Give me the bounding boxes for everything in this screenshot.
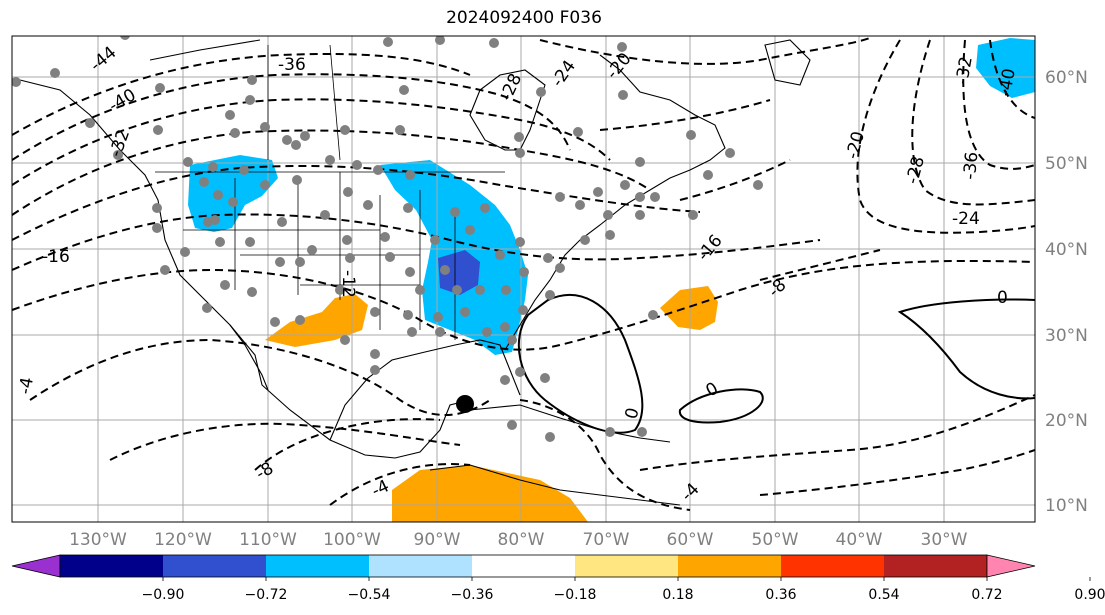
lat-labels: 60°N 50°N 40°N 30°N 20°N 10°N xyxy=(1045,68,1088,516)
lon-labels: 130°W 120°W 110°W 100°W 90°W 80°W 70°W 6… xyxy=(69,530,968,550)
map-frame xyxy=(11,35,1036,523)
svg-text:120°W: 120°W xyxy=(154,530,212,550)
colorbar-tick-label: 0.72 xyxy=(971,587,1002,603)
colorbar-segment xyxy=(575,555,678,577)
svg-text:40°N: 40°N xyxy=(1045,240,1088,260)
svg-text:10°N: 10°N xyxy=(1045,496,1088,516)
svg-text:-32: -32 xyxy=(106,127,134,160)
obs-stations xyxy=(12,36,763,442)
svg-text:-12: -12 xyxy=(338,270,358,298)
svg-text:-24: -24 xyxy=(952,209,980,229)
svg-text:130°W: 130°W xyxy=(69,530,127,550)
svg-text:80°W: 80°W xyxy=(498,530,545,550)
svg-text:110°W: 110°W xyxy=(239,530,297,550)
svg-text:20°N: 20°N xyxy=(1045,411,1088,431)
svg-text:60°W: 60°W xyxy=(667,530,714,550)
colorbar-extend-low xyxy=(11,554,61,578)
colorbar-segment xyxy=(678,555,781,577)
svg-text:-24: -24 xyxy=(548,57,580,91)
svg-text:-36: -36 xyxy=(278,55,306,75)
colorbar-tick-label: 0.36 xyxy=(765,587,796,603)
colorbar-tick-labels: −0.90 −0.72 −0.54 −0.36 −0.18 0.18 0.36 0.54 0.7… xyxy=(142,587,1105,603)
coastlines xyxy=(19,39,811,506)
svg-text:-4: -4 xyxy=(15,376,38,396)
colorbar-segment xyxy=(884,555,987,577)
colorbar-tick-label: −0.54 xyxy=(348,587,391,603)
colorbar-tick-label: 0.90 xyxy=(1074,587,1105,603)
colorbar-extend-high xyxy=(986,554,1036,578)
map-area: -44 -40 -36 -32 -28 -24 -20 -20 -28 -32 … xyxy=(12,36,1035,522)
colorbar-segment xyxy=(472,555,575,577)
colorbar-segment xyxy=(163,555,266,577)
pos-anomaly-mexico xyxy=(265,294,368,347)
colorbar-tick-label: −0.90 xyxy=(142,587,185,603)
neg-anomaly-plains xyxy=(188,155,278,232)
colorbar-tick-label: 0.54 xyxy=(868,587,899,603)
colorbar-tick-label: −0.18 xyxy=(554,587,597,603)
svg-text:0: 0 xyxy=(997,288,1008,308)
svg-text:-8: -8 xyxy=(764,275,790,301)
svg-text:50°W: 50°W xyxy=(752,530,799,550)
svg-text:-32: -32 xyxy=(952,55,977,86)
svg-text:-28: -28 xyxy=(903,154,930,186)
svg-text:40°W: 40°W xyxy=(836,530,883,550)
svg-text:-40: -40 xyxy=(995,67,1020,98)
svg-text:30°N: 30°N xyxy=(1045,326,1088,346)
svg-text:-20: -20 xyxy=(843,129,870,161)
colorbar-tick-label: 0.18 xyxy=(662,587,693,603)
pos-anomaly-caribbean xyxy=(392,465,588,522)
gridlines xyxy=(12,36,1035,522)
svg-text:70°W: 70°W xyxy=(583,530,630,550)
colorbar-tick-label: −0.72 xyxy=(245,587,288,603)
svg-text:100°W: 100°W xyxy=(323,530,381,550)
svg-text:-8: -8 xyxy=(253,459,278,485)
neg-anomaly-atlantic xyxy=(976,38,1035,98)
colorbar-segment xyxy=(60,555,163,577)
strong-neg-core xyxy=(438,250,480,295)
colorbar-segment xyxy=(266,555,369,577)
svg-text:-36: -36 xyxy=(960,151,982,180)
svg-text:-44: -44 xyxy=(86,43,120,76)
svg-text:30°W: 30°W xyxy=(921,530,968,550)
colorbar-tick-label: −0.36 xyxy=(451,587,494,603)
svg-text:-16: -16 xyxy=(694,231,727,265)
svg-text:-28: -28 xyxy=(496,70,526,104)
zero-contours xyxy=(517,294,1035,434)
svg-text:-16: -16 xyxy=(42,247,70,267)
svg-text:50°N: 50°N xyxy=(1045,154,1088,174)
neg-contours xyxy=(12,37,1035,511)
colorbar xyxy=(11,554,1091,581)
pos-anomaly-atlantic xyxy=(660,286,718,330)
storm-center-marker xyxy=(456,395,474,413)
colorbar-segment xyxy=(781,555,884,577)
svg-text:60°N: 60°N xyxy=(1045,68,1088,88)
svg-text:-4: -4 xyxy=(369,476,393,501)
svg-text:0: 0 xyxy=(703,379,722,402)
svg-text:90°W: 90°W xyxy=(414,530,461,550)
svg-text:-4: -4 xyxy=(677,479,703,505)
figure-title: 2024092400 F036 xyxy=(446,8,602,28)
colorbar-segment xyxy=(369,555,472,577)
svg-text:0: 0 xyxy=(622,406,644,422)
